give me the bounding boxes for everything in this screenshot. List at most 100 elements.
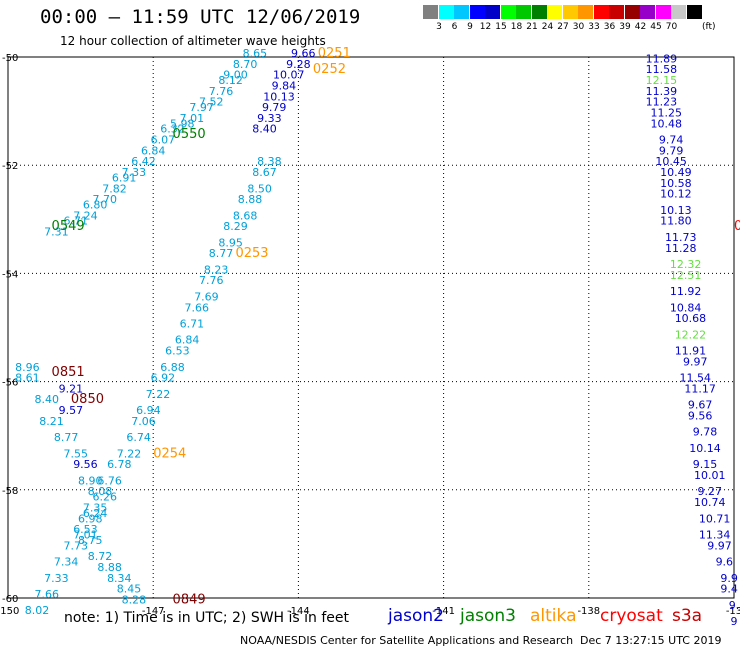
time-label: 0253: [235, 246, 268, 261]
scale-label: 3: [436, 22, 442, 32]
wave-height-point: 10.74: [694, 496, 726, 509]
wave-height-point: 8.40: [252, 123, 277, 136]
wave-height-point: 6.26: [93, 491, 118, 504]
scale-label: 15: [495, 22, 507, 32]
scale-label: 70: [665, 22, 678, 32]
wave-height-point: 10.07: [273, 69, 305, 82]
plot-frame: [7, 56, 735, 599]
scale-label: 45: [650, 22, 662, 32]
scale-label: 42: [634, 22, 647, 32]
wave-height-point: 9.6: [716, 556, 734, 569]
scale-label: 6: [451, 22, 458, 32]
wave-height-point: 9.: [729, 599, 740, 612]
time-label: 0851: [52, 365, 85, 380]
x-tick-label: -13: [726, 606, 740, 617]
wave-height-point: 12.51: [670, 269, 702, 282]
wave-height-point: 8.23: [204, 263, 229, 276]
y-tick-label: -56: [2, 378, 18, 389]
x-tick-label: -141: [432, 606, 455, 617]
wave-height-point: 9.97: [707, 539, 732, 552]
wave-height-point: 7.34: [54, 556, 79, 569]
scale-swatch: [562, 5, 578, 19]
wave-height-point: 8.65: [243, 47, 268, 60]
color-scale: 3 6 9 12 15 18 21 24 27 30 33 36 39 42 45 70 (ft): [0, 0, 740, 34]
wave-height-point: 10.14: [689, 442, 721, 455]
timestamp: Dec 7 13:27:15 UTC 2019: [580, 634, 722, 647]
scale-swatch: [454, 5, 469, 19]
scale-label: 33: [588, 22, 600, 32]
wave-height-point: 8.70: [233, 58, 258, 71]
wave-height-point: 5.98: [170, 117, 195, 130]
wave-height-point: 8.68: [233, 209, 258, 222]
wave-height-point: 6.91: [112, 171, 137, 184]
wave-height-point: 8.77: [209, 247, 234, 260]
wave-height-point: 8.08: [88, 485, 113, 498]
wave-height-point: 11.91: [675, 345, 707, 358]
satellite-legend: jason2 jason3 altika cryosat s3a: [388, 606, 740, 628]
y-tick-label: -60: [2, 594, 18, 605]
wave-height-point: 6.24: [83, 507, 108, 520]
scale-swatch: [423, 5, 438, 19]
wave-height-point: 7.06: [131, 415, 156, 428]
wave-height-point: 8.72: [88, 550, 113, 563]
wave-height-point: 8.90: [78, 474, 103, 487]
wave-height-point: 9.97: [683, 355, 708, 368]
wave-height-point: 10.68: [675, 312, 707, 325]
wave-height-point: 9.79: [262, 101, 287, 114]
wave-height-point: 10.13: [263, 90, 295, 103]
wave-height-point: 7.52: [199, 96, 224, 109]
wave-height-point: 10.12: [660, 188, 692, 201]
wave-height-point: 6.07: [151, 134, 176, 147]
wave-height-point: 7.97: [189, 101, 214, 114]
credit-line: NOAA/NESDIS Center for Satellite Applica…: [240, 634, 574, 647]
wave-height-point: 8.77: [54, 431, 79, 444]
wave-height-point: 6.53: [165, 345, 190, 358]
wave-height-point: 11.54: [680, 372, 712, 385]
wave-height-point: 11.92: [670, 285, 702, 298]
wave-height-point: 6.71: [64, 215, 89, 228]
wave-height-point: 9: [731, 615, 738, 628]
wave-height-point: 8.96: [15, 361, 40, 374]
scale-swatch: [531, 5, 547, 19]
wave-height-point: 8.12: [218, 74, 243, 87]
time-label: 0820: [734, 219, 740, 234]
wave-height-point: 10.49: [660, 166, 692, 179]
wave-height-point: 9.84: [272, 79, 297, 92]
wave-height-point: 7.76: [199, 274, 224, 287]
scale-swatch: [516, 5, 531, 19]
y-tick-label: -52: [2, 161, 18, 172]
wave-height-point: 6.98: [78, 512, 103, 525]
wave-height-point: 8.95: [218, 236, 243, 249]
wave-height-point: 10.84: [670, 301, 702, 314]
wave-height-point: 9.33: [257, 112, 282, 125]
wave-height-point: 6.84: [141, 144, 166, 157]
wave-height-point: 8.50: [247, 182, 272, 195]
wave-height-point: 9.57: [59, 404, 84, 417]
wave-height-point: 9.56: [688, 409, 713, 422]
wave-height-point: 9.27: [698, 485, 723, 498]
scale-label: 39: [619, 22, 631, 32]
wave-height-point: 8.88: [97, 561, 122, 574]
wave-height-point: 8.61: [15, 372, 40, 385]
scale-label: 18: [510, 22, 523, 32]
wave-height-point: 6.76: [97, 474, 122, 487]
wave-height-point: 11.73: [665, 231, 697, 244]
wave-height-point: 7.66: [34, 588, 59, 601]
wave-height-point: 7.01: [73, 528, 98, 541]
scale-swatch: [624, 5, 640, 19]
wave-height-point: 11.80: [660, 215, 692, 228]
scale-label: 12: [479, 22, 492, 32]
wave-height-point: 7.76: [209, 85, 234, 98]
scale-swatch: [686, 5, 702, 19]
wave-height-point: 6.78: [107, 458, 132, 471]
wave-height-point: 9.28: [286, 58, 311, 71]
wave-height-point: 11.34: [699, 528, 731, 541]
wave-height-point: 11.25: [650, 107, 682, 120]
wave-height-point: 8.29: [223, 220, 248, 233]
y-tick-label: -54: [2, 269, 18, 280]
wave-height-point: 8.75: [78, 534, 103, 547]
time-label: 0850: [71, 392, 104, 407]
wave-height-point: 9.9: [720, 572, 738, 585]
scale-swatch: [609, 5, 624, 19]
